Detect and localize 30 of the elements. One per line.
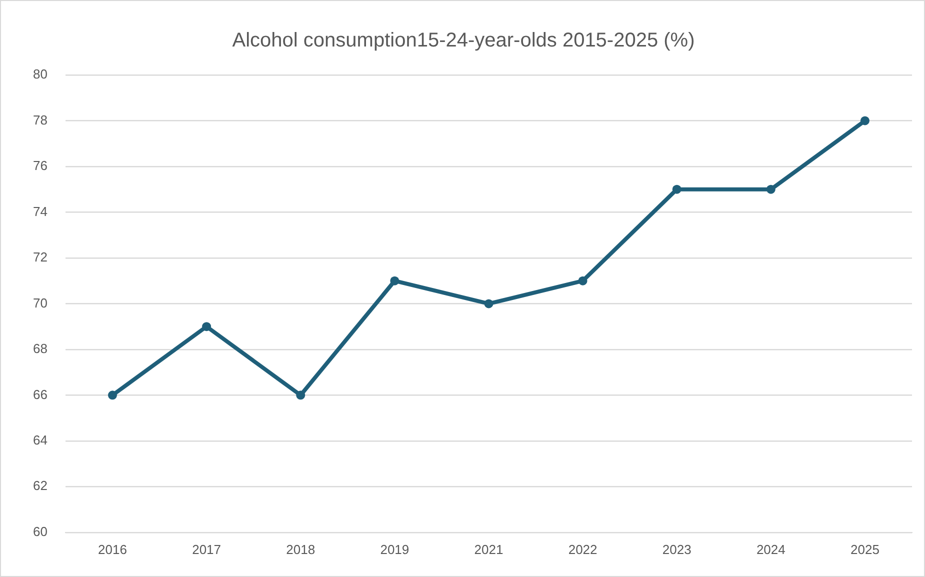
x-tick-label: 2021 [474, 542, 504, 557]
point [672, 184, 682, 194]
x-tick-label: 2025 [850, 542, 880, 557]
point [766, 184, 776, 194]
point [202, 322, 212, 332]
x-tick-label: 2022 [568, 542, 598, 557]
chart-title: Alcohol consumption15-24-year-olds 2015-2025 (%) [232, 30, 695, 52]
y-tick-label: 70 [32, 295, 48, 310]
y-tick-label: 80 [32, 66, 48, 82]
x-tick-label: 2016 [98, 542, 127, 557]
y-tick-label: 78 [32, 112, 48, 128]
y-tick-label: 74 [32, 204, 48, 219]
y-tick-label: 68 [32, 341, 48, 356]
point [484, 299, 494, 308]
point [390, 276, 400, 286]
x-tick-label: 2017 [192, 542, 222, 557]
point [108, 390, 117, 400]
y-tick-label: 76 [32, 158, 48, 174]
y-tick-label: 72 [32, 250, 48, 265]
point [296, 390, 306, 400]
y-tick-label: 64 [32, 432, 48, 448]
x-tick-label: 2018 [286, 542, 316, 557]
y-tick-label: 62 [32, 478, 48, 494]
point [578, 276, 588, 286]
y-tick-label: 60 [32, 524, 48, 539]
x-tick-label: 2019 [380, 542, 410, 557]
y-tick-label: 66 [32, 386, 48, 402]
point [860, 116, 870, 126]
x-tick-label: 2024 [756, 542, 786, 557]
x-tick-label: 2023 [662, 542, 692, 557]
